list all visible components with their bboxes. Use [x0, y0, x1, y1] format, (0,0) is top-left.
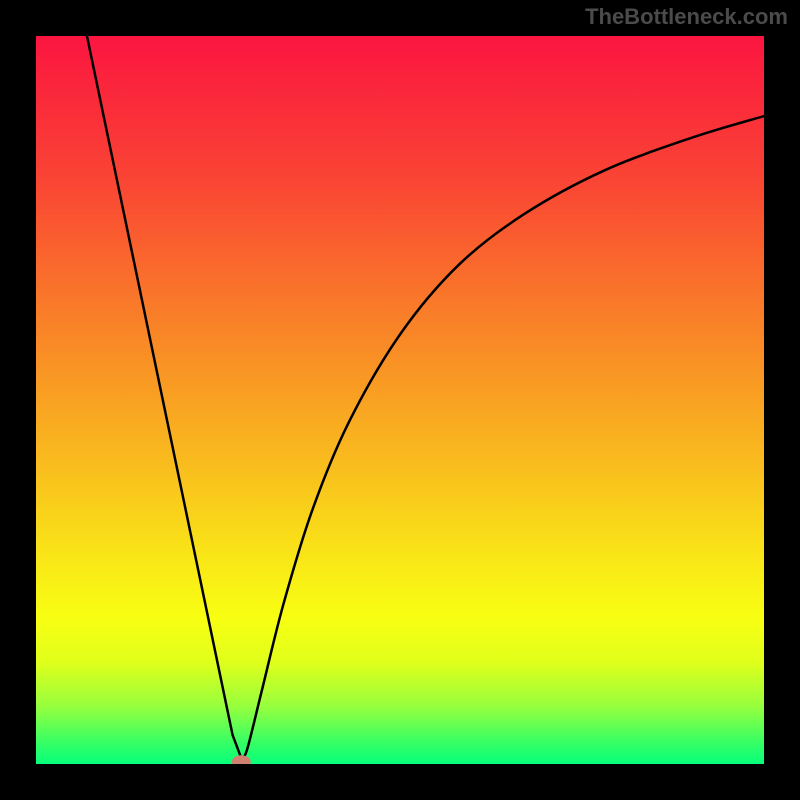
plot-area [36, 36, 764, 764]
bottleneck-curve [36, 36, 764, 764]
watermark-text: TheBottleneck.com [585, 4, 788, 30]
minimum-marker-icon [232, 755, 251, 764]
curve-path [87, 36, 764, 758]
